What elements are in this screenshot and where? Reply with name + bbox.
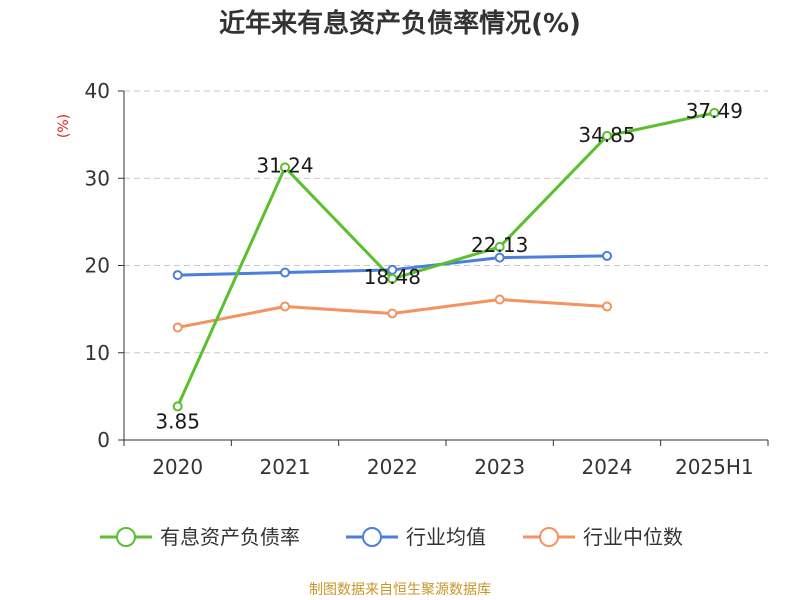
legend-marker	[116, 527, 136, 547]
data-point	[602, 301, 612, 312]
legend: 有息资产负债率 行业均值 行业中位数	[100, 525, 683, 549]
data-point	[172, 270, 183, 281]
data-point	[172, 401, 183, 412]
x-tick-label: 2025H1	[675, 455, 754, 479]
data-point	[709, 107, 720, 118]
data-label: 18.48	[364, 265, 421, 289]
data-point	[280, 301, 290, 312]
legend-marker	[362, 527, 382, 547]
data-point	[494, 294, 505, 305]
data-point	[494, 252, 505, 263]
data-point	[387, 308, 398, 319]
legend-label: 行业中位数	[583, 525, 683, 549]
data-label: 34.85	[578, 123, 635, 147]
data-label: 22.13	[471, 233, 528, 257]
data-labels: 3.85 31.24 18.48 22.13 34.85 37.49	[155, 99, 743, 434]
data-label: 37.49	[686, 99, 743, 123]
grid-lines	[124, 90, 768, 354]
data-point	[280, 162, 290, 173]
y-tick-label: 30	[85, 166, 110, 190]
data-point	[280, 267, 290, 278]
series-line	[176, 111, 715, 408]
data-point	[387, 273, 398, 284]
y-tick-label: 40	[85, 79, 110, 103]
data-point	[602, 130, 612, 141]
x-tick-label: 2023	[474, 455, 525, 479]
data-point	[494, 241, 505, 252]
y-tick-label: 10	[85, 341, 110, 365]
legend-marker	[539, 527, 559, 547]
source-note: 制图数据来自恒生聚源数据库	[309, 582, 491, 598]
y-axis-unit: (%)	[56, 114, 72, 138]
legend-label: 行业均值	[406, 525, 486, 549]
series-group	[172, 107, 720, 412]
chart-title: 近年来有息资产负债率情况(%)	[219, 8, 581, 39]
x-tick-label: 2021	[260, 455, 311, 479]
data-point	[172, 322, 183, 333]
y-tick-label: 0	[97, 428, 110, 452]
x-tick-label: 2024	[582, 455, 633, 479]
data-point	[602, 250, 612, 261]
data-label: 3.85	[155, 409, 200, 433]
y-tick-label: 20	[85, 254, 110, 278]
x-tick-label: 2022	[367, 455, 418, 479]
legend-label: 有息资产负债率	[160, 525, 300, 549]
axes: 0 10 20 30 40 2020 2021 2022 2023 2024 2025H1	[85, 79, 769, 479]
data-label: 31.24	[256, 153, 313, 177]
x-tick-label: 2020	[152, 455, 203, 479]
